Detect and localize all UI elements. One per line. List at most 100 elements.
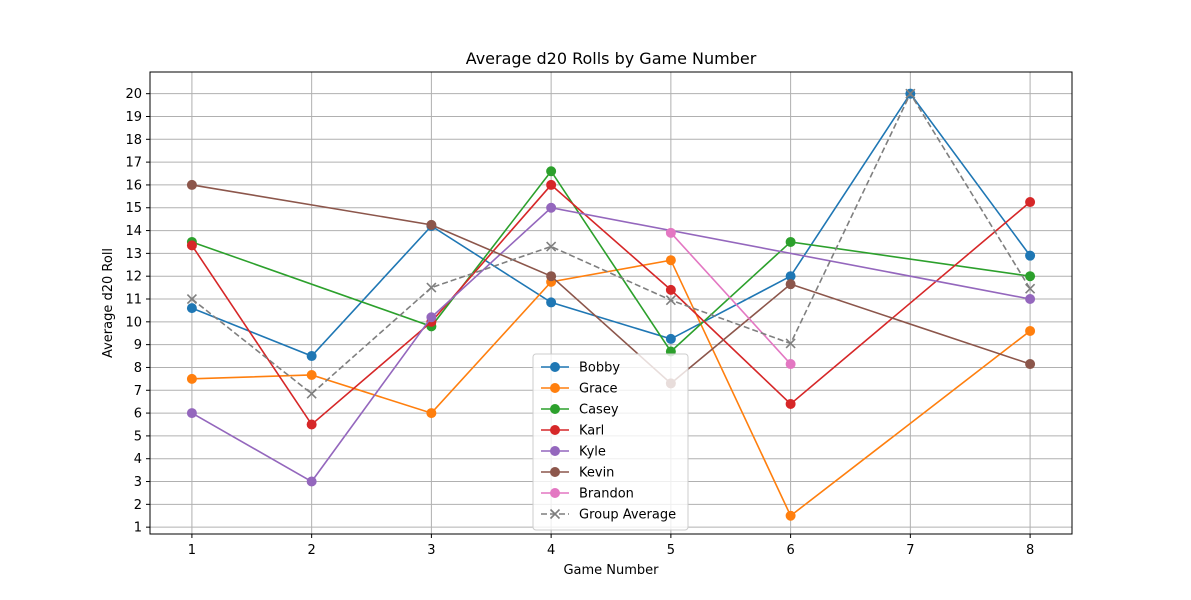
legend-marker [550, 383, 560, 393]
y-tick-label: 2 [134, 498, 142, 513]
data-point-bobby [546, 297, 557, 308]
series-layer [186, 88, 1036, 521]
legend-box [532, 353, 689, 531]
y-tick-label: 8 [134, 361, 142, 376]
y-tick-label: 7 [134, 384, 142, 399]
plot-frame [149, 71, 1073, 535]
y-tick-label: 19 [125, 110, 142, 125]
legend-marker [550, 362, 560, 372]
data-point-grace [665, 255, 676, 266]
data-point-kevin [785, 279, 796, 290]
data-point-kyle [426, 312, 437, 323]
data-point-brandon [785, 359, 796, 370]
y-tick-label: 4 [134, 452, 142, 467]
data-point-casey [1025, 271, 1036, 282]
x-tick-label: 3 [427, 543, 435, 558]
y-axis-label: Average d20 Roll [101, 248, 116, 358]
series-casey [186, 166, 1036, 357]
y-tick-label: 6 [134, 407, 142, 422]
data-point-karl [1025, 197, 1036, 208]
data-point-casey [785, 236, 796, 247]
data-point-grace [426, 408, 437, 419]
series-brandon [665, 227, 796, 370]
series-line-brandon [670, 232, 792, 365]
data-point-karl [665, 284, 676, 295]
data-point-group-average [426, 282, 437, 293]
chart-title: Average d20 Rolls by Game Number [466, 49, 757, 68]
series-line-group-average [191, 92, 1031, 395]
data-point-kyle [306, 476, 317, 487]
legend-item-bobby: Bobby [541, 361, 620, 376]
legend-item-group-average: Group Average [541, 508, 676, 523]
y-tick-label: 20 [125, 87, 142, 102]
data-point-group-average [546, 241, 557, 252]
data-point-casey [546, 166, 557, 177]
legend-label: Bobby [579, 361, 620, 376]
y-tick-label: 12 [125, 270, 142, 285]
data-point-bobby [186, 303, 197, 314]
legend-label: Group Average [579, 508, 676, 523]
y-tick-label: 9 [134, 338, 142, 353]
legend-label: Kevin [579, 466, 614, 481]
data-point-grace [306, 369, 317, 380]
data-point-bobby [665, 333, 676, 344]
x-tick-label: 8 [1026, 543, 1034, 558]
series-group-average [186, 88, 1036, 399]
y-tick-label: 3 [134, 475, 142, 490]
data-point-bobby [1025, 250, 1036, 261]
series-line-casey [191, 169, 1031, 353]
data-point-grace [1025, 325, 1036, 336]
x-tick-label: 1 [188, 543, 196, 558]
x-tick-label: 6 [786, 543, 794, 558]
data-point-group-average [905, 88, 916, 99]
y-tick-label: 18 [125, 133, 142, 148]
data-point-bobby [306, 351, 317, 362]
legend-marker [550, 488, 560, 498]
legend-item-casey: Casey [541, 403, 619, 418]
data-point-kyle [546, 202, 557, 213]
legend-marker [550, 404, 560, 414]
data-point-kevin [1025, 359, 1036, 370]
legend-label: Kyle [579, 445, 606, 460]
y-tick-label: 15 [125, 201, 142, 216]
series-kyle [186, 202, 1036, 487]
series-line-bobby [191, 92, 1031, 357]
legend-marker [550, 446, 560, 456]
data-point-group-average [306, 388, 317, 399]
data-point-grace [785, 510, 796, 521]
legend-item-brandon: Brandon [541, 487, 634, 502]
data-point-kevin [186, 179, 197, 190]
data-point-brandon [665, 227, 676, 238]
legend-item-kevin: Kevin [541, 466, 614, 481]
x-axis-label: Game Number [563, 563, 659, 578]
data-point-karl [546, 179, 557, 190]
legend-label: Brandon [579, 487, 634, 502]
y-tick-label: 1 [134, 521, 142, 536]
data-point-kevin [426, 219, 437, 230]
series-kevin [186, 179, 1036, 389]
data-point-kevin [546, 271, 557, 282]
legend: Bobby Grace Casey Karl Kyle Kevin Brandon Group… [532, 353, 689, 531]
x-tick-label: 5 [667, 543, 675, 558]
legend-label: Casey [579, 403, 619, 418]
x-tick-label: 2 [308, 543, 316, 558]
y-tick-label: 13 [125, 247, 142, 262]
series-karl [186, 179, 1036, 430]
y-tick-label: 11 [125, 293, 142, 308]
data-point-group-average [785, 338, 796, 349]
data-point-karl [785, 398, 796, 409]
data-point-group-average [186, 293, 197, 305]
legend-item-kyle: Kyle [541, 445, 606, 460]
data-point-group-average [665, 295, 676, 306]
legend-item-karl: Karl [541, 424, 604, 439]
y-tick-label: 14 [125, 224, 142, 239]
data-point-karl [306, 419, 317, 430]
data-point-kyle [186, 408, 197, 419]
series-bobby [186, 88, 1036, 362]
x-tick-label: 4 [547, 543, 555, 558]
data-point-grace [186, 373, 197, 384]
legend-item-grace: Grace [541, 382, 618, 397]
y-tick-label: 10 [125, 315, 142, 330]
legend-marker [550, 425, 560, 435]
